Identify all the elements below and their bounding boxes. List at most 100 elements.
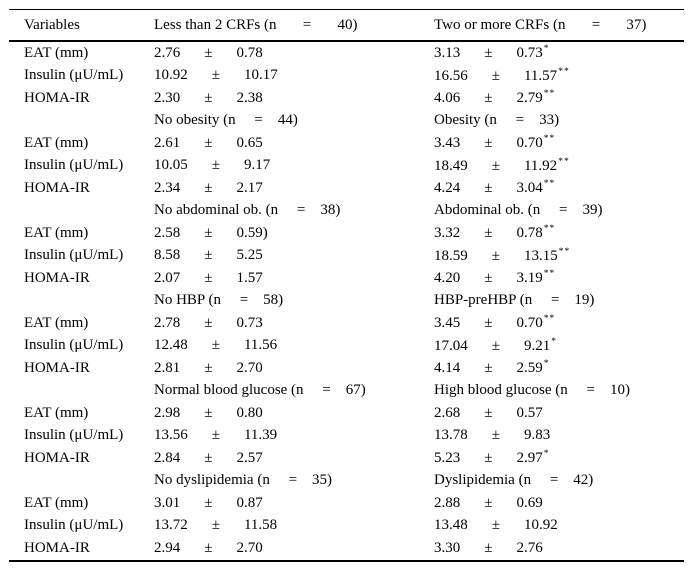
table-row: HOMA-IR 2.81 ±2.70 4.14 ±2.59*: [9, 357, 684, 380]
value-cell-left: 10.92 ±10.17: [154, 65, 434, 88]
sd-value: 11.57: [523, 67, 558, 84]
sd-value: 11.56: [243, 337, 278, 354]
mean-value: 4.24: [434, 180, 461, 197]
subgroup-header-row: No dyslipidemia (n = 35) Dyslipidemia (n…: [9, 470, 684, 493]
plus-minus-symbol: ±: [484, 494, 493, 511]
mean-value: 10.05: [154, 157, 188, 174]
plus-minus-symbol: ±: [491, 337, 500, 354]
mean-value: 3.32: [434, 225, 461, 242]
variable-label: HOMA-IR: [24, 89, 90, 106]
statistics-table: Variables Less than 2 CRFs (n = 40) Two …: [9, 9, 684, 562]
sd-value: 0.78: [516, 225, 543, 242]
subgroup-header-row: No obesity (n = 44) Obesity (n = 33): [9, 110, 684, 133]
sd-value: 11.92: [523, 157, 558, 174]
mean-value: 4.06: [434, 90, 461, 107]
value-cell-right: 3.43 ±0.70**: [434, 132, 684, 155]
significance-marker: **: [543, 314, 556, 325]
significance-marker: **: [558, 156, 570, 167]
value-cell-right: 16.56 ±11.57**: [434, 65, 684, 88]
sd-value: 0.70: [516, 135, 543, 152]
variable-label: EAT (mm): [24, 224, 89, 241]
value-cell-right: 3.30 ±2.76: [434, 537, 684, 561]
sd-value: 10.17: [243, 67, 278, 84]
value-cell-left: 2.58 ±0.59): [154, 222, 434, 245]
value-cell-right: 5.23 ±2.97*: [434, 447, 684, 470]
variable-label: EAT (mm): [24, 494, 89, 511]
plus-minus-symbol: ±: [484, 450, 493, 467]
sd-value: 9.83: [523, 427, 551, 444]
mean-value: 5.23: [434, 450, 461, 467]
plus-minus-symbol: ±: [484, 270, 493, 287]
sd-value: 3.19: [516, 270, 543, 287]
table-row: EAT (mm) 2.58 ±0.59) 3.32 ±0.78**: [9, 222, 684, 245]
table-header-row: Variables Less than 2 CRFs (n = 40) Two …: [9, 10, 684, 41]
value-cell-right: 4.14 ±2.59*: [434, 357, 684, 380]
variable-label: EAT (mm): [24, 404, 89, 421]
value-cell-left: 2.07 ±1.57: [154, 267, 434, 290]
variable-label: Insulin (μU/mL): [24, 67, 124, 84]
empty-cell: [9, 470, 154, 493]
empty-cell: [9, 200, 154, 223]
value-cell-left: 2.61 ±0.65: [154, 132, 434, 155]
sd-value: 0.73: [516, 45, 543, 62]
significance-marker: **: [543, 269, 556, 280]
value-cell-right: 3.32 ±0.78**: [434, 222, 684, 245]
empty-cell: [9, 110, 154, 133]
sd-value: 2.59: [516, 360, 543, 377]
sd-value: 0.70: [516, 315, 543, 332]
mean-value: 2.88: [434, 494, 461, 511]
sd-value: 2.70: [236, 539, 263, 556]
header-group-left-label: Less than 2 CRFs (n = 40): [154, 16, 358, 33]
sd-value: 0.59): [236, 224, 268, 241]
subgroup-left-label: No abdominal ob. (n = 38): [154, 202, 341, 219]
sd-value: 0.65: [236, 134, 263, 151]
sd-value: 2.57: [236, 449, 263, 466]
value-cell-left: 2.30 ±2.38: [154, 87, 434, 110]
table-row: HOMA-IR 2.07 ±1.57 4.20 ±3.19**: [9, 267, 684, 290]
plus-minus-symbol: ±: [211, 157, 220, 174]
significance-marker: **: [543, 179, 556, 190]
plus-minus-symbol: ±: [484, 180, 493, 197]
variable-label: Insulin (μU/mL): [24, 247, 124, 264]
header-group-right-label: Two or more CRFs (n = 37): [434, 16, 647, 33]
plus-minus-symbol: ±: [204, 404, 213, 421]
sd-value: 0.78: [236, 44, 263, 61]
plus-minus-symbol: ±: [491, 67, 500, 84]
table-row: EAT (mm) 2.78 ±0.73 3.45 ±0.70**: [9, 312, 684, 335]
plus-minus-symbol: ±: [204, 224, 213, 241]
value-cell-left: 13.56 ±11.39: [154, 425, 434, 448]
mean-value: 2.81: [154, 359, 181, 376]
plus-minus-symbol: ±: [484, 360, 493, 377]
value-cell-right: 18.59 ±13.15**: [434, 245, 684, 268]
paper-page: Variables Less than 2 CRFs (n = 40) Two …: [9, 9, 684, 562]
mean-value: 8.58: [154, 247, 181, 264]
value-cell-right: 13.48 ±10.92: [434, 515, 684, 538]
sd-value: 0.80: [236, 404, 263, 421]
plus-minus-symbol: ±: [204, 449, 213, 466]
value-cell-left: 10.05 ±9.17: [154, 155, 434, 178]
value-cell-left: 2.78 ±0.73: [154, 312, 434, 335]
plus-minus-symbol: ±: [204, 247, 213, 264]
sd-value: 2.76: [516, 539, 543, 556]
plus-minus-symbol: ±: [204, 179, 213, 196]
value-cell-right: 4.20 ±3.19**: [434, 267, 684, 290]
sd-value: 2.17: [236, 179, 263, 196]
plus-minus-symbol: ±: [484, 539, 493, 556]
sd-value: 2.79: [516, 90, 543, 107]
sd-value: 5.25: [236, 247, 263, 264]
table-row: HOMA-IR 2.34 ±2.17 4.24 ±3.04**: [9, 177, 684, 200]
value-cell-left: 13.72 ±11.58: [154, 515, 434, 538]
plus-minus-symbol: ±: [484, 90, 493, 107]
sd-value: 0.57: [516, 404, 543, 421]
table-row: HOMA-IR 2.94 ±2.70 3.30 ±2.76: [9, 537, 684, 561]
mean-value: 10.92: [154, 67, 188, 84]
table-row: EAT (mm) 2.61 ±0.65 3.43 ±0.70**: [9, 132, 684, 155]
subgroup-left-label: No dyslipidemia (n = 35): [154, 472, 333, 489]
subgroup-right-label: Dyslipidemia (n = 42): [434, 472, 594, 489]
variable-label: Insulin (μU/mL): [24, 517, 124, 534]
sd-value: 3.04: [516, 180, 543, 197]
mean-value: 13.56: [154, 427, 188, 444]
plus-minus-symbol: ±: [491, 517, 500, 534]
variable-label: HOMA-IR: [24, 269, 90, 286]
plus-minus-symbol: ±: [204, 539, 213, 556]
